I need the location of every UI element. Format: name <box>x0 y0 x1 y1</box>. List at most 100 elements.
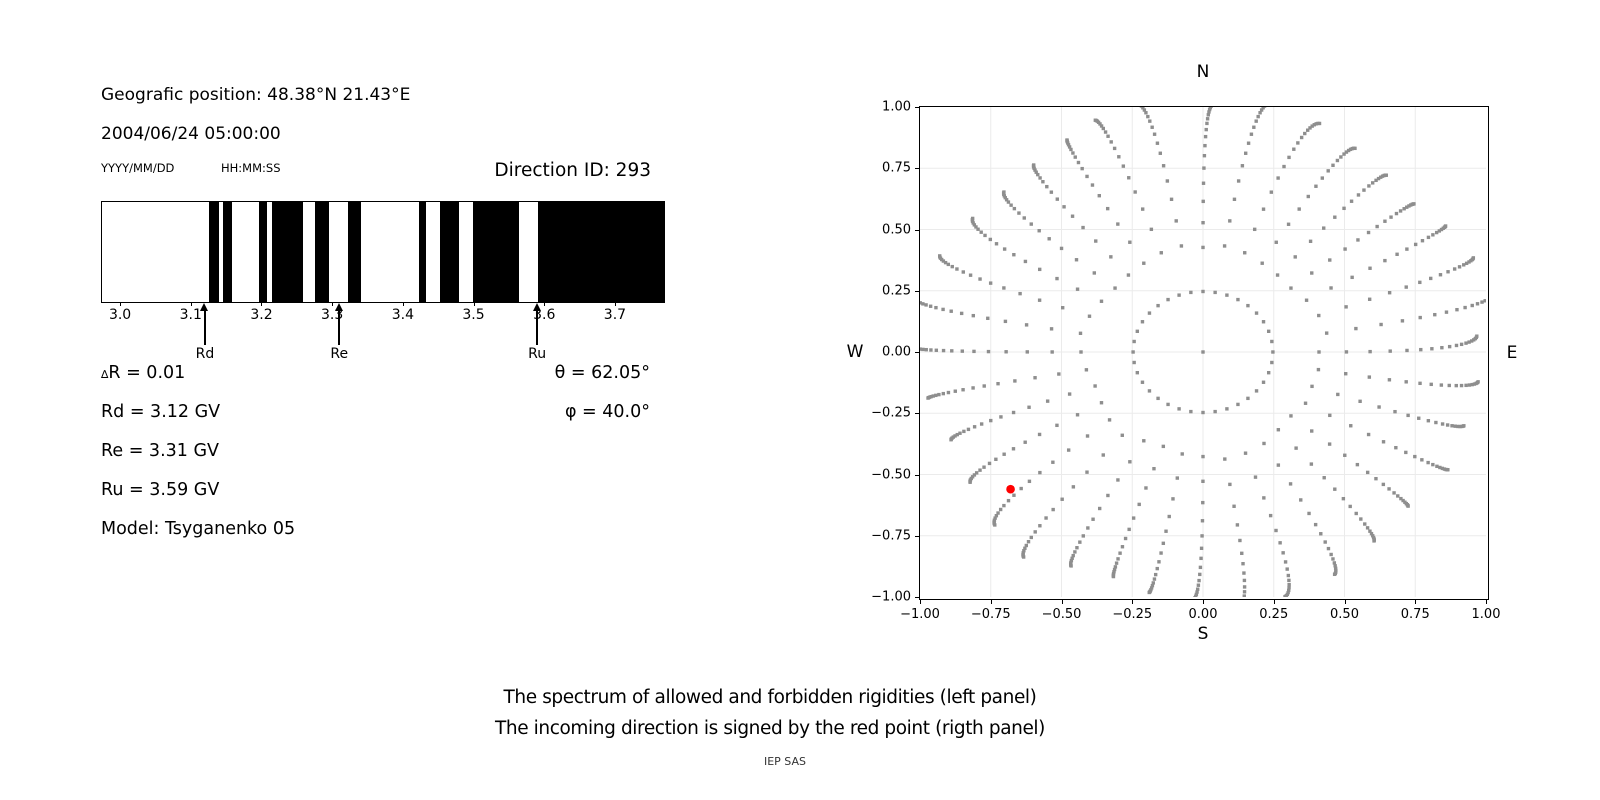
direction-ring-dot <box>1246 396 1250 401</box>
direction-dot <box>1060 306 1065 310</box>
direction-dot <box>1069 558 1074 563</box>
direction-dot <box>994 242 999 246</box>
direction-dot <box>1012 206 1017 211</box>
direction-dot <box>1078 540 1082 544</box>
direction-dot <box>996 511 1000 515</box>
direction-dot <box>1074 258 1079 262</box>
direction-dot <box>1112 146 1117 151</box>
direction-dot <box>946 390 951 395</box>
direction-dot <box>1195 590 1199 594</box>
direction-dot <box>961 270 965 274</box>
direction-dot <box>1413 454 1417 459</box>
direction-dot <box>1067 392 1072 396</box>
direction-dot <box>1201 221 1205 225</box>
direction-dot <box>1418 280 1422 285</box>
direction-dot <box>1152 466 1156 471</box>
direction-dot <box>1146 114 1150 119</box>
direction-dot <box>1094 239 1098 243</box>
direction-dot <box>1167 514 1171 519</box>
direction-dot <box>1159 251 1163 255</box>
direction-dot <box>1127 527 1131 532</box>
direction-dot <box>982 384 986 388</box>
direction-dot <box>1045 184 1049 189</box>
direction-dot <box>1107 418 1112 422</box>
direction-dot <box>1288 482 1293 486</box>
allowed-band <box>315 202 329 302</box>
direction-ring-dot <box>1140 380 1145 384</box>
x-tick-label: 0.50 <box>1330 607 1359 622</box>
direction-dot <box>1366 432 1371 437</box>
direction-dot <box>1467 260 1471 264</box>
direction-dot <box>1310 124 1314 128</box>
direction-dot <box>1029 222 1033 226</box>
x-tick <box>1344 600 1346 604</box>
direction-dot <box>1278 541 1282 545</box>
direction-dot <box>976 227 980 231</box>
x-tick-label: 3.1 <box>179 307 202 323</box>
direction-dot <box>1106 134 1110 138</box>
x-tick <box>920 600 921 604</box>
direction-ring-dot <box>1189 290 1193 295</box>
x-tick-label: −0.50 <box>1041 607 1082 622</box>
direction-dot <box>928 304 933 308</box>
direction-dot <box>1157 560 1161 564</box>
y-tick <box>915 229 919 231</box>
direction-dot <box>1047 237 1051 241</box>
direction-dot <box>1372 539 1376 543</box>
direction-dot <box>1366 230 1371 235</box>
direction-dot <box>1464 341 1468 345</box>
direction-dot <box>1055 423 1059 428</box>
direction-dot <box>1454 383 1458 388</box>
direction-dot <box>1144 486 1148 490</box>
direction-dot <box>1283 594 1287 597</box>
direction-dot <box>1222 244 1227 248</box>
direction-dot <box>1044 516 1048 520</box>
direction-dot <box>1328 413 1332 418</box>
direction-dot <box>1067 145 1072 149</box>
x-tick-label: 0.00 <box>1188 607 1218 622</box>
direction-dot <box>1339 155 1343 159</box>
direction-dot <box>1171 497 1175 501</box>
direction-dot <box>1070 214 1075 218</box>
direction-dot <box>1099 299 1104 303</box>
direction-dot <box>1404 450 1408 455</box>
direction-dot <box>1051 460 1055 464</box>
direction-dot <box>1207 107 1212 112</box>
direction-dot <box>1262 107 1267 108</box>
direction-dot <box>1076 160 1081 165</box>
caption-line-2: The incoming direction is signed by the … <box>494 718 1045 739</box>
direction-dot <box>1342 152 1346 156</box>
direction-dot <box>1446 270 1450 274</box>
direction-dot <box>1021 551 1025 555</box>
model-name: Model: Tsyganenko 05 <box>101 519 296 539</box>
direction-dot <box>1152 577 1157 581</box>
direction-dot <box>1033 376 1037 380</box>
direction-dot <box>1105 206 1110 211</box>
x-tick <box>190 302 192 306</box>
direction-dot <box>1123 536 1128 541</box>
direction-dot <box>979 230 983 234</box>
direction-dot <box>1353 146 1357 151</box>
x-tick-label: 3.7 <box>603 307 627 323</box>
allowed-band <box>473 202 520 302</box>
direction-dot <box>1069 564 1073 568</box>
direction-dot <box>962 429 966 434</box>
direction-dot <box>929 348 933 352</box>
direction-dot <box>1452 267 1457 271</box>
direction-dot <box>1199 546 1204 551</box>
direction-dot <box>1022 216 1026 220</box>
direction-dot <box>1161 444 1166 449</box>
direction-dot <box>1242 578 1247 583</box>
direction-dot <box>1287 578 1291 583</box>
direction-dot <box>1343 453 1347 457</box>
direction-dot <box>1116 222 1120 226</box>
direction-id-text: Direction ID: 293 <box>494 160 651 181</box>
direction-dot <box>971 221 975 225</box>
cutoff-arrow-line <box>536 310 538 345</box>
x-tick-label: −0.75 <box>970 607 1011 622</box>
direction-dot <box>1027 479 1032 484</box>
direction-dot <box>1243 451 1248 455</box>
direction-dot <box>1333 215 1337 219</box>
compass-west-label: W <box>846 342 864 362</box>
direction-dot <box>1443 224 1448 228</box>
